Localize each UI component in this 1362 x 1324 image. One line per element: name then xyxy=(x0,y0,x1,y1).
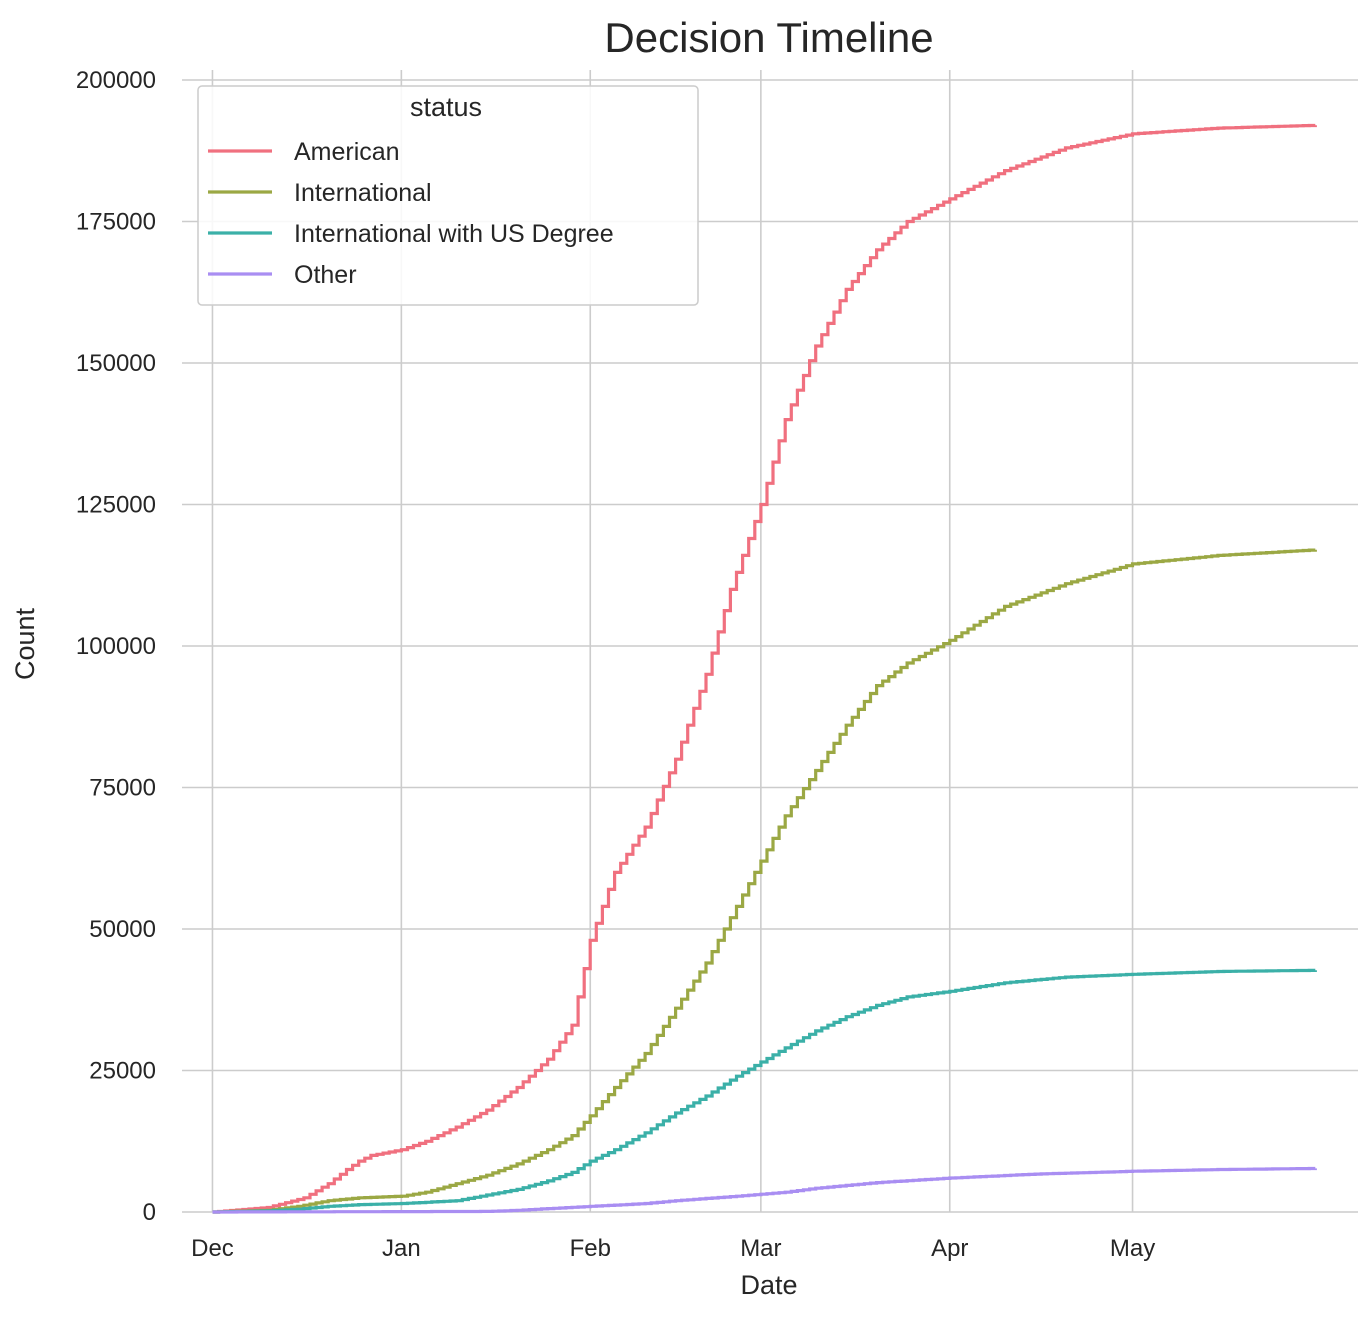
chart-title: Decision Timeline xyxy=(604,14,933,61)
series-line-international-with-us-degree xyxy=(212,968,1317,1214)
y-tick-label: 25000 xyxy=(89,1058,156,1085)
series-line-international xyxy=(212,548,1317,1214)
y-tick-label: 50000 xyxy=(89,916,156,943)
y-tick-label: 200000 xyxy=(76,67,156,94)
legend-items: American International International with … xyxy=(208,138,614,289)
y-tick-label: 125000 xyxy=(76,492,156,519)
x-tick-label: Apr xyxy=(931,1235,968,1262)
x-tick-label: May xyxy=(1110,1235,1155,1262)
series-layer xyxy=(212,123,1317,1214)
y-axis-title: Count xyxy=(10,607,40,680)
legend-label: International with US Degree xyxy=(294,220,614,248)
y-tick-label: 75000 xyxy=(89,775,156,802)
x-tick-label: Mar xyxy=(740,1235,781,1262)
legend-frame xyxy=(197,85,699,306)
y-tick-label: 150000 xyxy=(76,350,156,377)
y-tick-label: 175000 xyxy=(76,209,156,236)
legend-label: International xyxy=(294,179,432,207)
y-tick-label: 100000 xyxy=(76,633,156,660)
legend-title: status xyxy=(410,92,482,122)
legend: status American International Internationa… xyxy=(197,85,699,306)
x-tick-label: Jan xyxy=(382,1235,421,1262)
legend-label: Other xyxy=(294,261,357,289)
axis-layer: 0 25000 50000 75000 100000 125000 150000 175000… xyxy=(76,67,1155,1262)
legend-label: American xyxy=(294,138,400,166)
y-tick-label: 0 xyxy=(143,1199,156,1226)
x-tick-label: Dec xyxy=(191,1235,234,1262)
x-axis-title: Date xyxy=(740,1270,797,1300)
series-line-other xyxy=(212,1166,1317,1214)
x-tick-label: Feb xyxy=(570,1235,611,1262)
series-line-american xyxy=(212,123,1317,1214)
